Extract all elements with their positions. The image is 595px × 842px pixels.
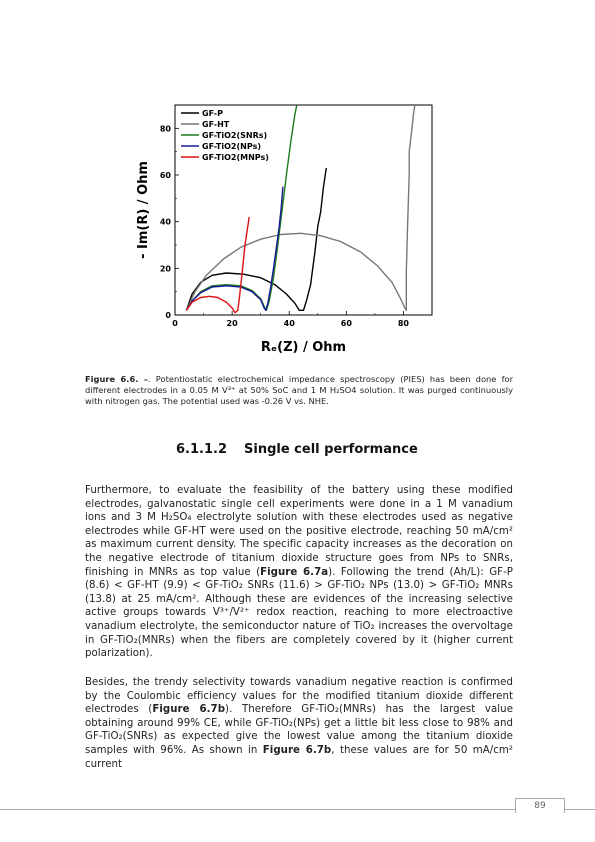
x-axis-label: Rₑ(Z) / Ohm: [261, 340, 346, 355]
figure-reference: Figure 6.7b: [262, 744, 332, 756]
page-number: 89: [515, 798, 565, 813]
x-tick-label: 60: [341, 319, 353, 328]
y-axis-label: - Im(R) / Ohm: [136, 161, 151, 259]
footer-rule: [0, 809, 595, 810]
nyquist-chart: 0 20 40 60 80 0 20 40 60 80 Rₑ(Z) / Ohm - Im(R) / O…: [136, 104, 433, 355]
legend-label: GF-P: [202, 109, 223, 118]
figure-reference: Figure 6.7a: [260, 566, 329, 578]
series-line: [185, 186, 284, 311]
x-tick-label: 80: [398, 319, 410, 328]
y-tick-label: 60: [160, 171, 172, 180]
series-line: [185, 105, 416, 311]
legend-label: GF-TiO2(MNPs): [202, 153, 269, 162]
series-line: [185, 167, 327, 311]
caption-label: Figure 6.6. –: [85, 374, 148, 384]
x-tick-label: 40: [284, 319, 296, 328]
body-paragraph-1: Furthermore, to evaluate the feasibility…: [85, 484, 513, 661]
y-tick-label: 20: [160, 264, 172, 273]
body-paragraph-2: Besides, the trendy selectivity towards …: [85, 676, 513, 771]
caption-text: . Potentiostatic electrochemical impedan…: [85, 374, 513, 406]
section-heading: 6.1.1.2 Single cell performance: [176, 442, 418, 457]
paragraph-text: Furthermore, to evaluate the feasibility…: [85, 485, 513, 578]
y-tick-label: 40: [160, 218, 172, 227]
legend-label: GF-TiO2(NPs): [202, 142, 261, 151]
section-title: Single cell performance: [244, 442, 418, 457]
section-number: 6.1.1.2: [176, 442, 227, 457]
paragraph-text: , these values are for 50 mA/cm² current: [85, 744, 513, 770]
series-line: [185, 216, 250, 314]
paragraph-text: Besides, the trendy selectivity towards …: [85, 677, 513, 716]
y-tick-label: 80: [160, 124, 172, 133]
paragraph-text: ). Therefore GF-TiO₂(MNRs) has the large…: [85, 704, 514, 756]
impedance-figure: 0 20 40 60 80 0 20 40 60 80 Rₑ(Z) / Ohm - Im(R) / O…: [130, 95, 440, 360]
y-tick-label: 0: [165, 311, 171, 320]
legend-label: GF-TiO2(SNRs): [202, 131, 267, 140]
x-tick-label: 20: [227, 319, 239, 328]
figure-caption: Figure 6.6. –. Potentiostatic electroche…: [85, 374, 513, 407]
paragraph-text: ). Following the trend (Ah/L): GF-P (8.6…: [85, 566, 513, 660]
legend-label: GF-HT: [202, 120, 230, 129]
plot-frame: [174, 104, 433, 316]
x-tick-label: 0: [172, 319, 178, 328]
figure-reference: Figure 6.7b: [152, 704, 226, 716]
